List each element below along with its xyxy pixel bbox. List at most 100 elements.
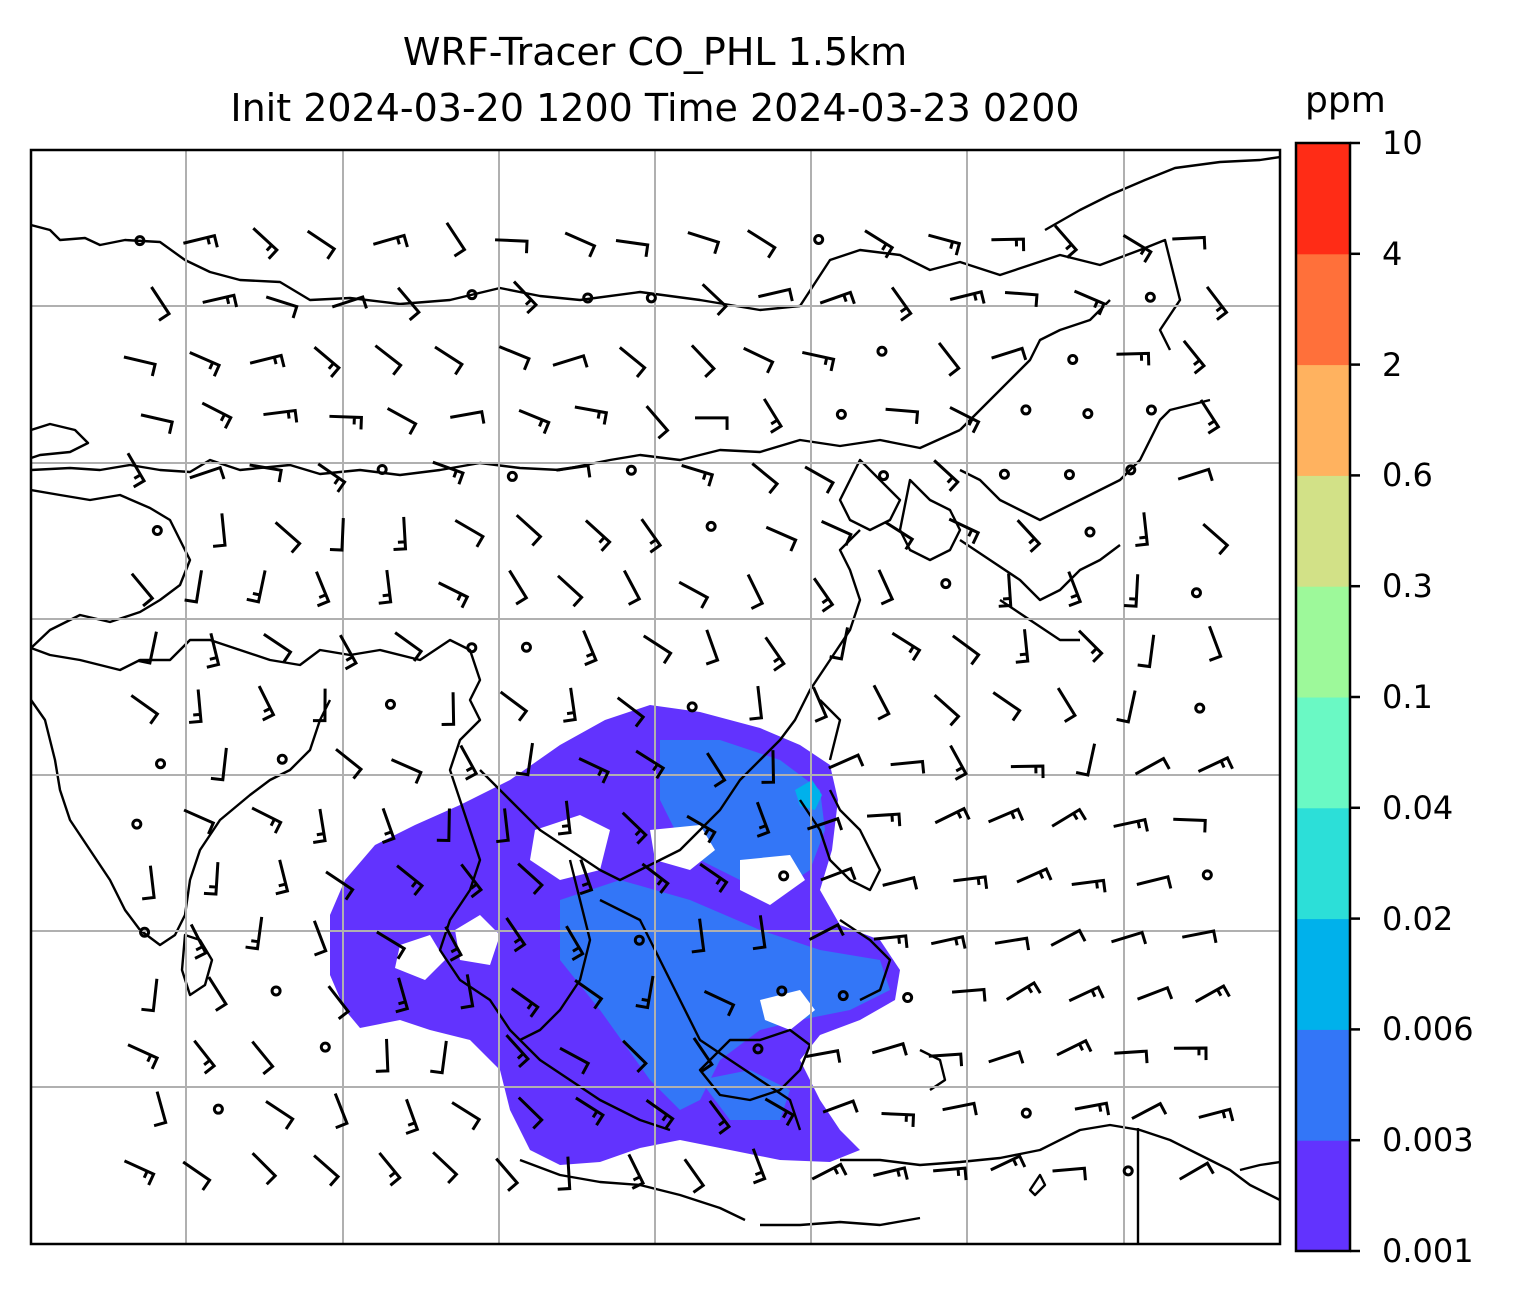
wind-barb bbox=[988, 1049, 1025, 1064]
wind-barb bbox=[396, 286, 421, 322]
calm-wind-marker bbox=[1020, 404, 1032, 416]
wind-barb bbox=[933, 459, 960, 492]
wind-barb bbox=[805, 1049, 842, 1063]
calm-wind-marker bbox=[384, 698, 396, 710]
colorbar-tick-label: 4 bbox=[1382, 234, 1403, 273]
wind-barb bbox=[1111, 930, 1148, 945]
wind-barb bbox=[312, 808, 327, 844]
wind-barb bbox=[393, 516, 408, 552]
wind-barb bbox=[183, 808, 216, 835]
wind-barb bbox=[499, 690, 529, 722]
wind-barb bbox=[928, 233, 962, 256]
calm-wind-marker bbox=[131, 818, 143, 830]
wind-barb bbox=[381, 807, 396, 844]
calm-wind-marker bbox=[837, 990, 849, 1002]
wind-barb bbox=[127, 1043, 160, 1070]
wind-barb bbox=[1004, 290, 1039, 307]
wind-barb bbox=[444, 925, 463, 962]
wind-barb bbox=[891, 631, 922, 662]
wind-barb bbox=[873, 1166, 909, 1180]
wind-barb bbox=[1172, 235, 1207, 250]
calm-wind-marker bbox=[466, 289, 478, 301]
wind-barb bbox=[378, 569, 393, 605]
wind-barb bbox=[189, 923, 208, 960]
wind-barb bbox=[1136, 985, 1174, 1001]
wind-barb bbox=[690, 344, 717, 378]
wind-barb bbox=[460, 863, 484, 899]
wind-barb bbox=[390, 758, 423, 785]
calm-wind-marker bbox=[319, 1041, 331, 1053]
colorbar-tick-label: 0.3 bbox=[1382, 567, 1433, 606]
wind-barb bbox=[765, 525, 798, 552]
wind-barb bbox=[498, 345, 531, 371]
wind-barb bbox=[640, 518, 663, 554]
wind-barb bbox=[252, 227, 279, 260]
calm-wind-marker bbox=[1063, 469, 1075, 481]
wind-barb bbox=[445, 222, 467, 258]
wind-barb bbox=[948, 517, 981, 545]
wind-barb bbox=[574, 979, 604, 1010]
plot-title-line1: WRF-Tracer CO_PHL 1.5km bbox=[402, 30, 908, 74]
calm-wind-marker bbox=[645, 292, 657, 304]
calm-wind-marker bbox=[1084, 526, 1096, 538]
calm-wind-marker bbox=[876, 345, 888, 357]
wind-barb bbox=[430, 1040, 448, 1075]
wind-barb bbox=[141, 978, 159, 1013]
wind-barb bbox=[574, 405, 609, 425]
wind-barb bbox=[616, 696, 646, 728]
wind-barbs bbox=[123, 222, 1235, 1194]
wind-barb bbox=[265, 1100, 295, 1130]
wind-barb bbox=[1114, 1049, 1149, 1064]
wind-barb bbox=[699, 862, 729, 894]
colorbar-tick-label: 0.6 bbox=[1382, 456, 1433, 495]
wind-barb bbox=[1122, 234, 1153, 263]
wind-barb bbox=[752, 915, 767, 951]
colorbar-tick-label: 10 bbox=[1382, 124, 1423, 162]
wind-barb bbox=[1182, 339, 1207, 375]
colorbar-segment bbox=[1296, 918, 1350, 1030]
wind-barb bbox=[505, 1034, 531, 1069]
wind-barb bbox=[372, 233, 409, 248]
wind-barb bbox=[811, 1162, 848, 1181]
wind-barb bbox=[1016, 867, 1053, 884]
calm-wind-marker bbox=[134, 235, 146, 247]
wind-barb bbox=[1056, 687, 1078, 723]
wind-barb bbox=[142, 865, 156, 901]
wind-barb bbox=[991, 346, 1028, 361]
wind-barb bbox=[201, 401, 233, 430]
wind-barb bbox=[510, 987, 540, 1018]
wind-barb bbox=[557, 1156, 572, 1191]
wind-barb bbox=[437, 581, 470, 609]
calm-wind-marker bbox=[1125, 464, 1137, 476]
wind-barb bbox=[691, 918, 706, 954]
wind-barb bbox=[251, 806, 283, 834]
calm-wind-marker bbox=[466, 642, 478, 654]
wind-barb bbox=[263, 633, 293, 663]
calm-wind-marker bbox=[998, 468, 1010, 480]
colorbar bbox=[1294, 141, 1360, 1253]
wind-barb bbox=[820, 866, 857, 882]
wind-barb bbox=[189, 351, 222, 377]
wind-barb bbox=[245, 916, 264, 951]
wind-barb bbox=[749, 685, 764, 721]
wind-barb bbox=[436, 808, 451, 843]
wind-barb bbox=[210, 747, 228, 782]
wind-barb bbox=[934, 806, 971, 825]
wind-barb bbox=[518, 408, 551, 435]
wind-barb bbox=[202, 293, 239, 308]
wind-barb bbox=[386, 407, 418, 436]
wind-barb bbox=[434, 345, 464, 376]
wind-barb bbox=[1116, 690, 1137, 724]
wind-barb bbox=[872, 684, 891, 721]
wind-barb bbox=[808, 922, 845, 941]
wind-barb bbox=[819, 290, 856, 305]
wind-barb bbox=[451, 1101, 482, 1131]
wind-barb bbox=[885, 407, 920, 424]
wind-barb bbox=[930, 935, 967, 949]
calm-wind-marker bbox=[940, 578, 952, 590]
wind-barb bbox=[1198, 1107, 1235, 1122]
wind-barb bbox=[312, 920, 328, 957]
wind-barb bbox=[933, 693, 961, 727]
wind-barb bbox=[193, 1039, 217, 1075]
calm-wind-marker bbox=[625, 464, 637, 476]
